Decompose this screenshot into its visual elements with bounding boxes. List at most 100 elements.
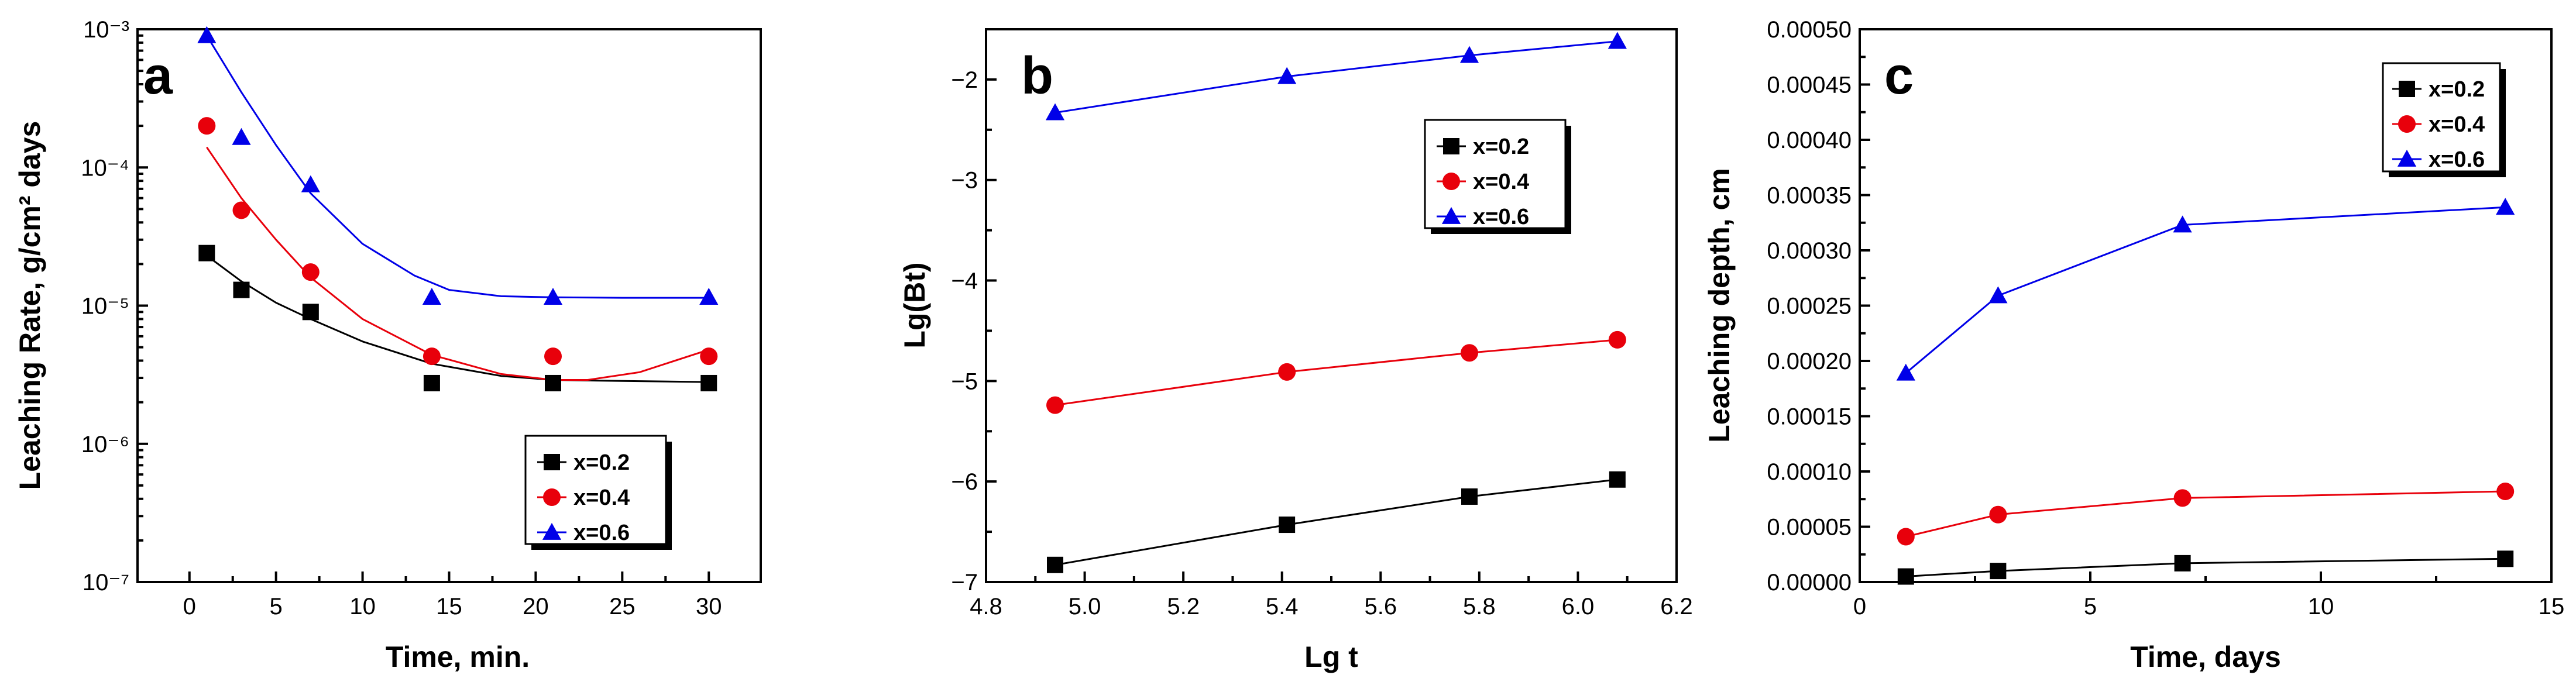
panel-b-frame (985, 28, 1678, 583)
legend-label: x=0.4 (2429, 112, 2485, 137)
x-tick-label: 10 (2308, 594, 2334, 619)
legend-label: x=0.2 (573, 450, 630, 475)
legend-marker-x=0.4 (543, 488, 561, 506)
x-tick-label: 15 (436, 594, 462, 619)
data-point-x=0.2 (1990, 563, 2007, 580)
data-point-x=0.2 (2174, 555, 2191, 571)
series-line-x=0.4 (1905, 490, 2506, 538)
data-point-x=0.6 (232, 128, 251, 145)
series-line-x=0.6 (1055, 40, 1618, 114)
legend-label: x=0.6 (573, 521, 630, 545)
data-point-x=0.4 (423, 347, 441, 366)
x-tick-label: 5.6 (1364, 594, 1397, 619)
series-line-x=0.2 (206, 254, 709, 383)
data-point-x=0.2 (545, 374, 561, 391)
data-point-x=0.6 (1045, 103, 1065, 121)
legend-label: x=0.6 (1473, 205, 1529, 229)
panel-c-ylabel: Leaching depth, cm (1703, 168, 1736, 443)
x-tick-label: 6.0 (1562, 594, 1595, 619)
y-tick-label: 0.00045 (1767, 73, 1852, 98)
x-tick-label: 0 (1853, 594, 1866, 619)
legend-label: x=0.2 (1473, 135, 1529, 159)
data-point-x=0.6 (301, 175, 320, 192)
legend-marker-x=0.2 (2399, 81, 2415, 97)
data-point-x=0.4 (2173, 489, 2192, 507)
data-point-x=0.6 (1459, 46, 1479, 63)
legend-marker-x=0.6 (2397, 149, 2417, 167)
x-tick-label: 6.2 (1660, 594, 1693, 619)
data-point-x=0.6 (1277, 67, 1297, 84)
y-tick-label: −4 (951, 268, 978, 294)
y-tick-label: −7 (951, 570, 978, 595)
x-tick-label: 30 (696, 594, 722, 619)
legend-label: x=0.2 (2429, 77, 2485, 102)
panel-b: 4.8 5.0 5.2 5.4 5.6 5.8 6.0 6.2 −7−6−5−4−3−2 b … (898, 28, 1693, 673)
y-tick-label: 0.00030 (1767, 238, 1852, 264)
y-tick-label: 10⁻⁶ (81, 432, 129, 457)
legend-label: x=0.6 (2429, 147, 2485, 172)
series-line-x=0.2 (1905, 557, 2506, 577)
panel-c: 0 5 10 15 0.00000 0.00005 0.00010 0.00015 0.000… (1703, 17, 2564, 673)
data-point-x=0.4 (1608, 330, 1626, 349)
y-tick-label: 0.00005 (1767, 515, 1852, 540)
y-tick-label: 10⁻⁷ (83, 570, 129, 595)
legend-marker-x=0.4 (1442, 173, 1460, 190)
data-point-x=0.2 (2497, 550, 2514, 567)
x-tick-label: 5.0 (1069, 594, 1101, 619)
data-point-x=0.2 (302, 304, 319, 321)
data-point-x=0.6 (699, 288, 719, 305)
legend-marker-x=0.2 (544, 454, 560, 470)
data-point-x=0.4 (700, 347, 718, 366)
data-point-x=0.6 (1896, 363, 1915, 381)
data-point-x=0.4 (1989, 505, 2007, 524)
x-tick-label: 5.8 (1463, 594, 1496, 619)
data-point-x=0.2 (1047, 556, 1063, 573)
data-point-x=0.6 (543, 288, 563, 305)
data-point-x=0.6 (2173, 215, 2192, 233)
data-point-x=0.4 (1278, 363, 1296, 381)
y-tick-label: −5 (951, 369, 978, 394)
y-tick-label: 0.00025 (1767, 294, 1852, 319)
data-point-x=0.4 (2496, 483, 2515, 501)
y-tick-label: 0.00020 (1767, 349, 1852, 374)
y-tick-label: −6 (951, 469, 978, 495)
data-point-x=0.4 (301, 263, 320, 281)
panel-b-xlabel: Lg t (1304, 641, 1358, 673)
data-point-x=0.6 (1608, 32, 1627, 49)
panel-b-letter: b (1021, 47, 1053, 105)
x-tick-label: 5.4 (1266, 594, 1299, 619)
data-point-x=0.2 (1609, 471, 1626, 488)
x-tick-label: 5 (270, 594, 283, 619)
y-tick-label: 0.00015 (1767, 404, 1852, 430)
panel-c-xlabel: Time, days (2130, 641, 2281, 673)
y-tick-label: 0.00035 (1767, 183, 1852, 209)
legend-marker-x=0.6 (1441, 206, 1461, 224)
y-tick-label: 10⁻⁴ (81, 155, 129, 181)
legend-marker-x=0.2 (1443, 138, 1459, 154)
panel-a-ylabel: Leaching Rate, g/cm² days (13, 121, 46, 490)
x-tick-label: 15 (2539, 594, 2565, 619)
x-tick-label: 10 (349, 594, 376, 619)
data-point-x=0.6 (2496, 198, 2515, 215)
data-point-x=0.6 (197, 26, 217, 43)
y-tick-label: 0.00010 (1767, 459, 1852, 485)
panel-c-legend: x=0.2 x=0.4 x=0.6 (2382, 62, 2506, 177)
data-point-x=0.6 (1988, 286, 2008, 304)
data-point-x=0.6 (422, 288, 442, 305)
y-tick-label: 0.00000 (1767, 570, 1852, 595)
panel-a-legend: x=0.2 x=0.4 x=0.6 (524, 435, 672, 550)
y-tick-label: 10⁻⁵ (81, 294, 129, 319)
data-point-x=0.2 (233, 281, 250, 298)
series-line-x=0.4 (1055, 339, 1618, 407)
data-point-x=0.4 (544, 347, 562, 366)
data-point-x=0.2 (423, 374, 440, 391)
data-point-x=0.4 (1046, 396, 1064, 414)
x-tick-label: 25 (609, 594, 636, 619)
series-line-x=0.6 (206, 35, 709, 299)
legend-label: x=0.4 (573, 486, 630, 510)
legend-marker-x=0.4 (2398, 115, 2416, 133)
panel-a: 0 5 10 15 20 25 30 10⁻⁷ 10⁻⁶ 10⁻⁵ 10⁻⁴ 10⁻³ a Time… (13, 17, 762, 673)
legend-label: x=0.4 (1473, 170, 1529, 194)
panel-a-xlabel: Time, min. (386, 641, 530, 673)
